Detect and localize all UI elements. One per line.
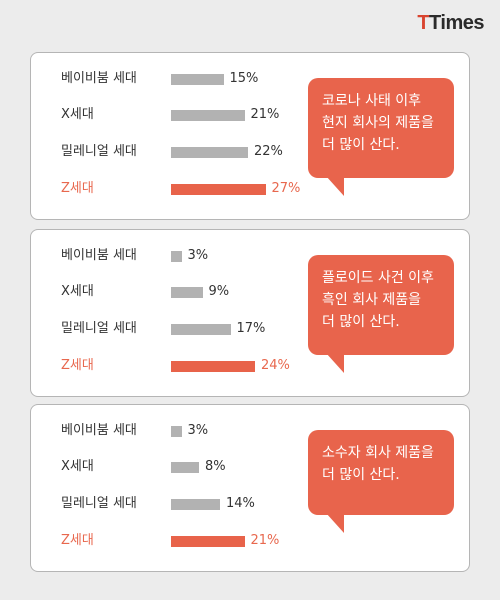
bubble-tail bbox=[326, 513, 344, 533]
bar bbox=[171, 324, 231, 335]
bar bbox=[171, 147, 248, 158]
category-label: Z세대 bbox=[61, 533, 94, 548]
value-label: 21% bbox=[250, 107, 280, 122]
chart-panel-1: 베이비붐 세대 15% X세대 21% 밀레니얼 세대 22% Z세대 27% 코로나 사태 이… bbox=[30, 52, 470, 220]
ttimes-logo: TTimes bbox=[417, 12, 484, 34]
value-label: 22% bbox=[254, 144, 283, 159]
category-label: 밀레니얼 세대 bbox=[61, 496, 137, 511]
value-label: 21% bbox=[250, 533, 280, 548]
chart-panel-2: 베이비붐 세대 3% X세대 9% 밀레니얼 세대 17% Z세대 24% 플로이드 사건 이후… bbox=[30, 229, 470, 397]
value-label: 17% bbox=[236, 321, 266, 336]
bar bbox=[171, 499, 220, 510]
bar bbox=[171, 462, 199, 473]
bar bbox=[171, 426, 182, 437]
category-label: Z세대 bbox=[61, 181, 94, 196]
value-label: 27% bbox=[271, 181, 301, 196]
annotation-line: 더 많이 산다. bbox=[322, 137, 400, 153]
bubble-tail bbox=[326, 353, 344, 373]
annotation-line: 더 많이 산다. bbox=[322, 467, 400, 483]
category-label: 밀레니얼 세대 bbox=[61, 321, 137, 336]
value-label: 24% bbox=[261, 358, 290, 373]
bar bbox=[171, 74, 224, 85]
category-label: Z세대 bbox=[61, 358, 94, 373]
chart-panel-3: 베이비붐 세대 3% X세대 8% 밀레니얼 세대 14% Z세대 21% 소수자 회사 제품을… bbox=[30, 404, 470, 572]
annotation-line: 소수자 회사 제품을 bbox=[322, 445, 434, 461]
value-label: 14% bbox=[226, 496, 255, 511]
category-label: 베이비붐 세대 bbox=[61, 71, 137, 86]
value-label: 9% bbox=[208, 284, 230, 299]
bar bbox=[171, 110, 245, 121]
value-label: 3% bbox=[187, 423, 209, 438]
annotation-line: 더 많이 산다. bbox=[322, 314, 400, 330]
bar-highlight bbox=[171, 536, 245, 547]
category-label: X세대 bbox=[61, 284, 94, 299]
category-label: 밀레니얼 세대 bbox=[61, 144, 137, 159]
annotation-line: 흑인 회사 제품을 bbox=[322, 292, 422, 308]
category-label: X세대 bbox=[61, 459, 94, 474]
annotation-line: 코로나 사태 이후 bbox=[322, 93, 422, 109]
bar bbox=[171, 287, 203, 298]
bar-highlight bbox=[171, 361, 255, 372]
value-label: 15% bbox=[229, 71, 259, 86]
annotation-line: 현지 회사의 제품을 bbox=[322, 115, 434, 131]
value-label: 8% bbox=[205, 459, 226, 474]
annotation-line: 플로이드 사건 이후 bbox=[322, 270, 434, 286]
bubble-tail bbox=[326, 176, 344, 196]
category-label: X세대 bbox=[61, 107, 94, 122]
bar-highlight bbox=[171, 184, 266, 195]
category-label: 베이비붐 세대 bbox=[61, 423, 137, 438]
bar bbox=[171, 251, 182, 262]
value-label: 3% bbox=[187, 248, 209, 263]
category-label: 베이비붐 세대 bbox=[61, 248, 137, 263]
